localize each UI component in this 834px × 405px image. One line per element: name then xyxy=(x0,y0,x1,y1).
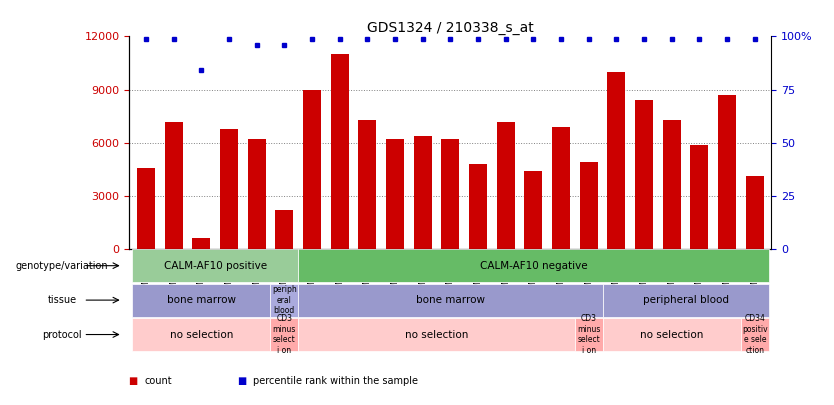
Bar xyxy=(607,72,626,249)
Text: bone marrow: bone marrow xyxy=(167,295,236,305)
Bar xyxy=(275,210,294,249)
Text: CD3
minus
select
i on: CD3 minus select i on xyxy=(273,314,296,355)
Bar xyxy=(525,171,542,249)
Bar xyxy=(220,129,238,249)
Text: bone marrow: bone marrow xyxy=(416,295,485,305)
Bar xyxy=(691,145,708,249)
Text: no selection: no selection xyxy=(169,330,233,339)
Bar xyxy=(746,177,764,249)
Bar xyxy=(469,164,487,249)
Bar xyxy=(441,139,460,249)
Text: tissue: tissue xyxy=(48,295,77,305)
Bar xyxy=(718,95,736,249)
Text: ■: ■ xyxy=(129,376,142,386)
Bar xyxy=(386,139,404,249)
Text: no selection: no selection xyxy=(641,330,704,339)
Bar xyxy=(137,168,155,249)
Text: no selection: no selection xyxy=(404,330,468,339)
Bar xyxy=(193,239,210,249)
Text: periph
eral
blood: periph eral blood xyxy=(272,285,297,315)
Bar xyxy=(414,136,432,249)
Text: CALM-AF10 positive: CALM-AF10 positive xyxy=(163,261,267,271)
Bar xyxy=(359,120,376,249)
Bar xyxy=(303,90,321,249)
Title: GDS1324 / 210338_s_at: GDS1324 / 210338_s_at xyxy=(367,21,534,35)
Bar xyxy=(497,122,515,249)
Text: protocol: protocol xyxy=(43,330,82,339)
Text: count: count xyxy=(144,376,172,386)
Bar xyxy=(580,162,598,249)
Text: peripheral blood: peripheral blood xyxy=(643,295,729,305)
Text: CD3
minus
select
i on: CD3 minus select i on xyxy=(577,314,600,355)
Text: ■: ■ xyxy=(238,376,250,386)
Text: CALM-AF10 negative: CALM-AF10 negative xyxy=(480,261,587,271)
Text: CD34
positiv
e sele
ction: CD34 positiv e sele ction xyxy=(742,314,767,355)
Bar xyxy=(164,122,183,249)
Text: percentile rank within the sample: percentile rank within the sample xyxy=(253,376,418,386)
Bar xyxy=(552,127,570,249)
Bar xyxy=(636,100,653,249)
Text: genotype/variation: genotype/variation xyxy=(16,261,108,271)
Bar xyxy=(663,120,681,249)
Bar xyxy=(330,54,349,249)
Bar xyxy=(248,139,265,249)
